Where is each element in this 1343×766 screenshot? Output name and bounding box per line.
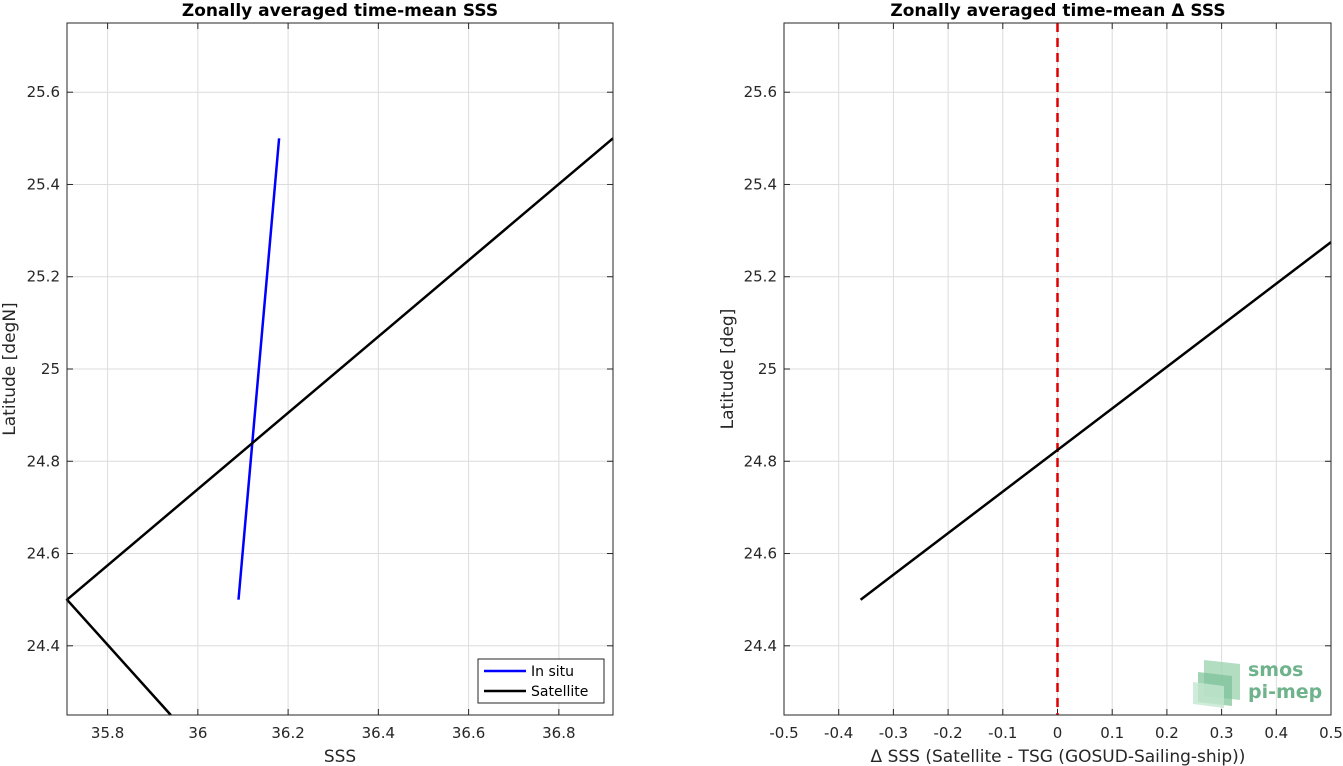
right-y-axis-label: Latitude [deg] [718, 309, 738, 430]
right-x-axis-label: Δ SSS (Satellite - TSG (GOSUD-Sailing-sh… [871, 747, 1246, 766]
right-y-tick-labels: 24.4 24.6 24.8 25 25.2 25.4 25.6 [744, 83, 777, 655]
logo-text-pimep: pi-mep [1248, 681, 1322, 703]
right-x-tick-label: -0.1 [988, 724, 1017, 742]
left-y-tick-label: 24.6 [27, 545, 60, 563]
right-y-tick-label: 24.4 [744, 637, 777, 655]
left-x-tick-label: 36.4 [362, 724, 395, 742]
logo-text-smos: smos [1248, 659, 1303, 681]
left-y-tick-label: 24.8 [27, 452, 60, 470]
right-x-tick-label: -0.5 [769, 724, 798, 742]
left-y-tick-labels: 24.4 24.6 24.8 25 25.2 25.4 25.6 [27, 83, 60, 655]
left-x-tick-label: 36.2 [271, 724, 304, 742]
right-x-tick-label: -0.2 [933, 724, 962, 742]
right-series-line-series-0 [859, 241, 1332, 601]
right-x-tick-label: 0.4 [1264, 724, 1288, 742]
logo-wave-icon [1193, 660, 1240, 708]
right-axes-frame [783, 22, 1332, 716]
legend-box [477, 658, 605, 704]
right-y-tick-label: 24.8 [744, 452, 777, 470]
legend-label-satellite: Satellite [531, 684, 588, 700]
left-x-tick-label: 36.8 [542, 724, 575, 742]
left-x-axis-label: SSS [324, 747, 356, 766]
left-y-tick-label: 25 [41, 360, 60, 378]
right-x-tick-labels: -0.5 -0.4 -0.3 -0.2 -0.1 0 0.1 0.2 0.3 0.4 0.5 [769, 724, 1343, 742]
left-axes-frame [66, 22, 614, 716]
left-x-tick-label: 36.6 [452, 724, 485, 742]
right-x-tick-label: 0 [1053, 724, 1063, 742]
left-y-tick-label: 24.4 [27, 637, 60, 655]
right-x-tick-label: 0.2 [1155, 724, 1179, 742]
left-series-line-in-situ [237, 138, 281, 600]
right-x-tick-label: 0.3 [1210, 724, 1234, 742]
right-x-tick-label: 0.5 [1319, 724, 1343, 742]
legend-label-in-situ: In situ [531, 664, 574, 680]
left-y-tick-label: 25.6 [27, 83, 60, 101]
left-chart-title: Zonally averaged time-mean SSS [182, 1, 498, 21]
left-y-axis-label: Latitude [degN] [0, 302, 20, 435]
left-x-tick-labels: 35.8 36 36.2 36.4 36.6 36.8 [91, 724, 576, 742]
left-panel: 35.8 36 36.2 36.4 36.6 36.8 24.4 24.6 24.8 25 25.… [0, 1, 614, 766]
right-chart-title: Zonally averaged time-mean Δ SSS [890, 1, 1225, 21]
right-panel: -0.5 -0.4 -0.3 -0.2 -0.1 0 0.1 0.2 0.3 0.4 0.5 24.… [718, 1, 1343, 766]
right-y-tick-label: 25.4 [744, 175, 777, 193]
right-y-tick-label: 25 [758, 360, 777, 378]
right-y-tick-label: 25.6 [744, 83, 777, 101]
left-y-tick-label: 25.4 [27, 175, 60, 193]
left-x-tick-label: 36 [188, 724, 207, 742]
right-series [859, 23, 1332, 715]
left-x-tick-label: 35.8 [91, 724, 124, 742]
left-y-tick-label: 25.2 [27, 268, 60, 286]
right-x-tick-label: 0.1 [1100, 724, 1124, 742]
right-x-tick-label: -0.4 [824, 724, 853, 742]
legend: In situ Satellite [477, 658, 605, 704]
smos-pimep-logo: smos pi-mep [1193, 659, 1322, 708]
right-y-tick-label: 25.2 [744, 268, 777, 286]
right-y-tick-label: 24.6 [744, 545, 777, 563]
right-x-tick-label: -0.3 [879, 724, 908, 742]
